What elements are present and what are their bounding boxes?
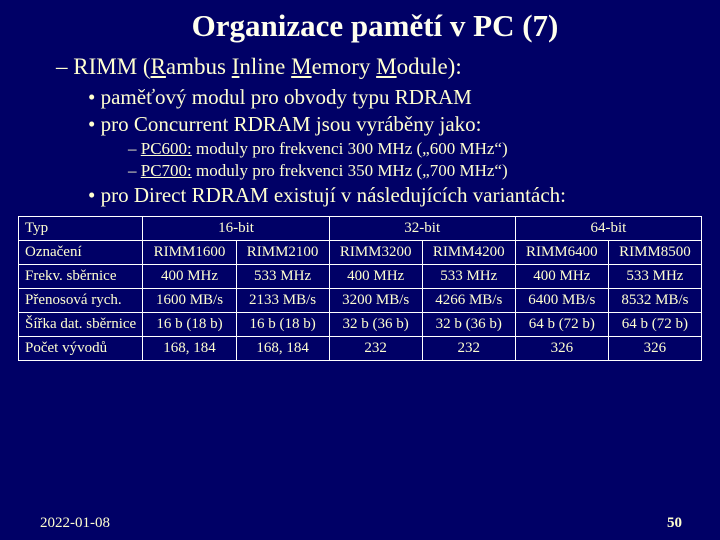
cell: 64 b (72 b) — [515, 313, 608, 337]
u-m: M — [291, 54, 311, 79]
cell-typ-label: Typ — [19, 217, 143, 241]
bullet-lvl2-2: pro Concurrent RDRAM jsou vyráběny jako: — [88, 112, 702, 137]
cell-sirka-label: Šířka dat. sběrnice — [19, 313, 143, 337]
cell: 32 b (36 b) — [422, 313, 515, 337]
cell-ozn-label: Označení — [19, 241, 143, 265]
cell-typ-32: 32-bit — [329, 217, 515, 241]
bullet-lvl2-3: pro Direct RDRAM existují v následujícíc… — [88, 183, 702, 208]
table-row: Přenosová rych. 1600 MB/s 2133 MB/s 3200… — [19, 289, 702, 313]
txt-pre: RIMM ( — [73, 54, 150, 79]
cell: RIMM8500 — [608, 241, 701, 265]
slide-title: Organizace pamětí v PC (7) — [68, 8, 682, 44]
pc600-label: PC600: — [141, 139, 192, 158]
cell: 32 b (36 b) — [329, 313, 422, 337]
cell: 232 — [329, 337, 422, 361]
cell: 8532 MB/s — [608, 289, 701, 313]
pc600-text: moduly pro frekvenci 300 MHz („600 MHz“) — [192, 139, 508, 158]
cell: 533 MHz — [608, 265, 701, 289]
cell-pocet-label: Počet vývodů — [19, 337, 143, 361]
bullet-lvl3-2: – PC700: moduly pro frekvenci 350 MHz („… — [128, 161, 702, 181]
dash3b: – — [128, 161, 141, 180]
cell-typ-64: 64-bit — [515, 217, 701, 241]
table-row: Šířka dat. sběrnice 16 b (18 b) 16 b (18… — [19, 313, 702, 337]
cell: 64 b (72 b) — [608, 313, 701, 337]
table-row: Označení RIMM1600 RIMM2100 RIMM3200 RIMM… — [19, 241, 702, 265]
cell: 2133 MB/s — [236, 289, 329, 313]
cell: RIMM2100 — [236, 241, 329, 265]
table-row: Frekv. sběrnice 400 MHz 533 MHz 400 MHz … — [19, 265, 702, 289]
footer-date: 2022-01-08 — [40, 515, 110, 532]
cell: 326 — [608, 337, 701, 361]
cell: 400 MHz — [329, 265, 422, 289]
cell-prenos-label: Přenosová rych. — [19, 289, 143, 313]
u-m2: M — [376, 54, 396, 79]
footer: 2022-01-08 50 — [0, 515, 720, 532]
cell: 533 MHz — [236, 265, 329, 289]
cell: RIMM4200 — [422, 241, 515, 265]
txt-ambus: ambus — [166, 54, 232, 79]
cell: 533 MHz — [422, 265, 515, 289]
u-r: R — [151, 54, 166, 79]
cell: 400 MHz — [143, 265, 236, 289]
cell: RIMM1600 — [143, 241, 236, 265]
rimm-table: Typ 16-bit 32-bit 64-bit Označení RIMM16… — [18, 216, 702, 361]
cell: 1600 MB/s — [143, 289, 236, 313]
cell: 3200 MB/s — [329, 289, 422, 313]
cell-typ-16: 16-bit — [143, 217, 329, 241]
table-row: Typ 16-bit 32-bit 64-bit — [19, 217, 702, 241]
bullet-lvl2-1: paměťový modul pro obvody typu RDRAM — [88, 85, 702, 110]
cell: 16 b (18 b) — [236, 313, 329, 337]
cell: RIMM3200 — [329, 241, 422, 265]
heading-rimm: – RIMM (Rambus Inline Memory Module): — [56, 54, 702, 80]
txt-nline: nline — [239, 54, 291, 79]
cell-frekv-label: Frekv. sběrnice — [19, 265, 143, 289]
dash: – — [56, 54, 73, 79]
cell: 6400 MB/s — [515, 289, 608, 313]
txt-emory: emory — [312, 54, 377, 79]
cell: 168, 184 — [236, 337, 329, 361]
dash3: – — [128, 139, 141, 158]
table-row: Počet vývodů 168, 184 168, 184 232 232 3… — [19, 337, 702, 361]
cell: 326 — [515, 337, 608, 361]
pc700-label: PC700: — [141, 161, 192, 180]
cell: 168, 184 — [143, 337, 236, 361]
txt-odule: odule): — [397, 54, 462, 79]
cell: 4266 MB/s — [422, 289, 515, 313]
cell: 16 b (18 b) — [143, 313, 236, 337]
cell: 232 — [422, 337, 515, 361]
footer-page-number: 50 — [667, 515, 682, 532]
bullet-lvl3-1: – PC600: moduly pro frekvenci 300 MHz („… — [128, 139, 702, 159]
cell: RIMM6400 — [515, 241, 608, 265]
pc700-text: moduly pro frekvenci 350 MHz („700 MHz“) — [192, 161, 508, 180]
cell: 400 MHz — [515, 265, 608, 289]
